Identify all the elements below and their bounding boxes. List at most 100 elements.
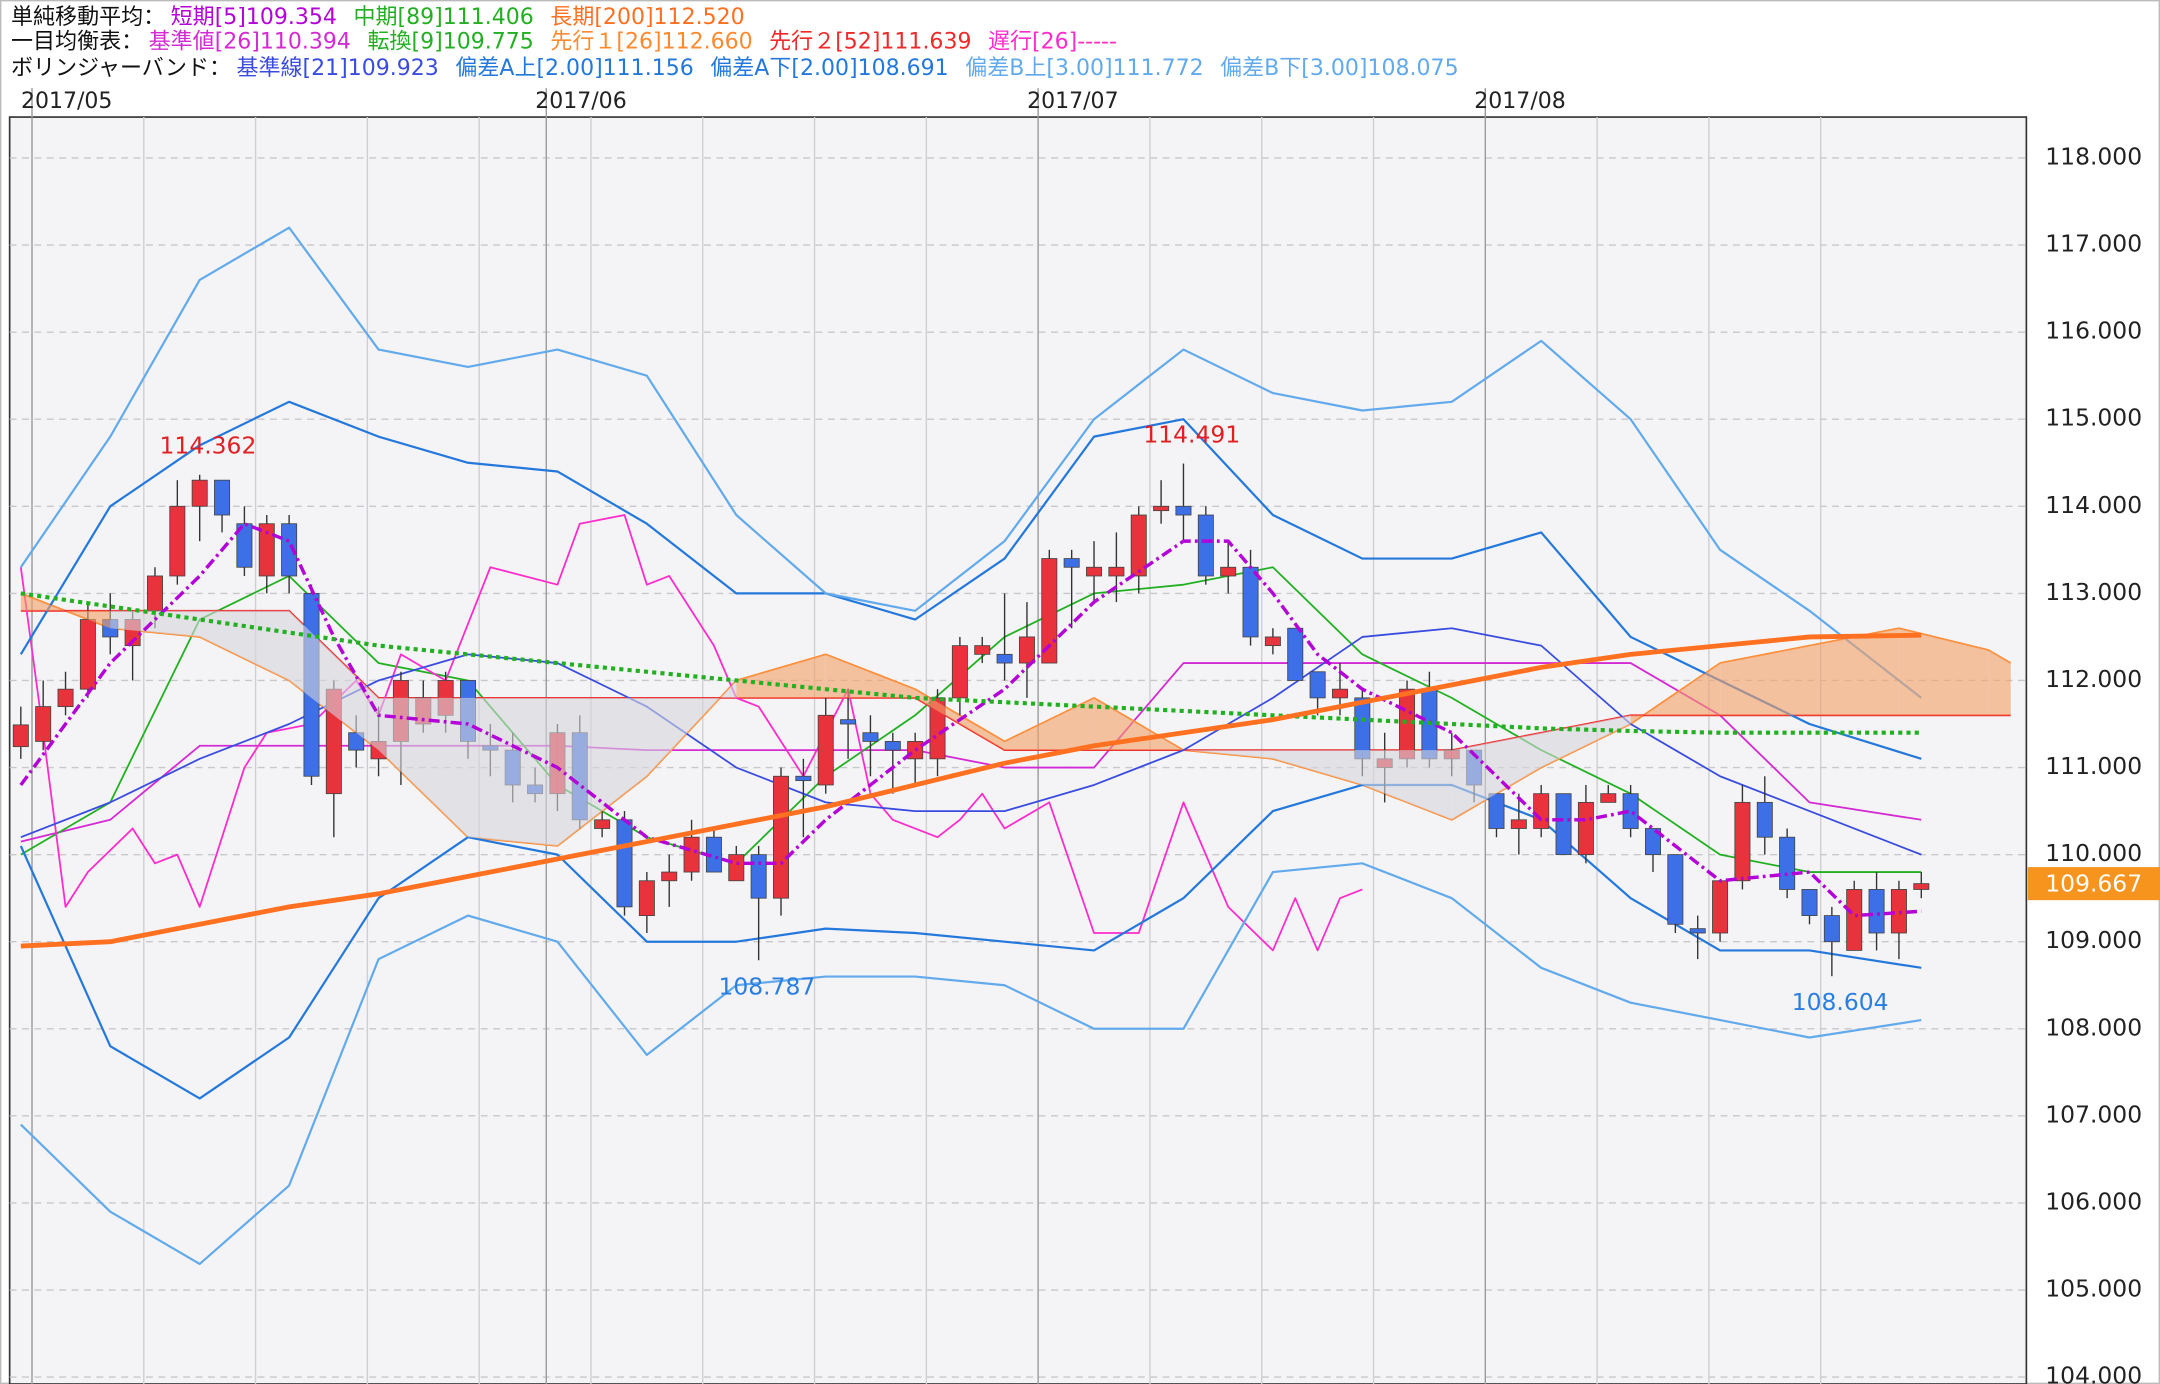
candle-body: [840, 719, 857, 725]
y-tick-label: 105.000: [2045, 1275, 2142, 1303]
x-tick-label: 2017/07: [1027, 89, 1118, 114]
candle-body: [57, 688, 74, 708]
legend-entry: 先行１[26]112.660: [550, 30, 752, 55]
legend-group-label: 一目均衡表：: [11, 30, 143, 55]
cloud-segment: [1898, 628, 1989, 716]
moving-averages: [19, 521, 1922, 949]
candle-body: [750, 854, 767, 899]
x-tick-label: 2017/05: [21, 89, 112, 114]
cloud-segment: [1809, 628, 1899, 716]
legend-entry: 基準値[26]110.394: [149, 30, 351, 55]
cloud-segment: [1272, 750, 1363, 785]
candle-body: [1555, 793, 1572, 856]
y-tick-label: 111.000: [2045, 752, 2142, 780]
indicator-line: [19, 514, 1363, 952]
legend-entry: 先行２[52]111.639: [769, 30, 971, 55]
candle-body: [1354, 697, 1371, 760]
candle-body: [661, 871, 678, 882]
y-tick-label: 112.000: [2045, 665, 2142, 693]
candle-body: [1712, 880, 1729, 934]
candle-body: [1197, 514, 1214, 577]
candle-body: [638, 880, 655, 916]
candle-body: [1331, 688, 1348, 699]
candle-body: [1913, 883, 1930, 890]
candle-body: [884, 741, 901, 751]
legend-group-label: ボリンジャーバンド：: [11, 56, 231, 81]
last-price-label: 109.667: [2045, 870, 2142, 898]
price-annotation: 108.604: [1792, 988, 1889, 1016]
cloud-segment: [557, 697, 647, 846]
legend-entry: 短期[5]109.354: [171, 5, 337, 30]
candle-body: [1063, 558, 1080, 568]
last-price-box: [2027, 867, 2160, 901]
y-tick-label: 109.000: [2045, 926, 2142, 954]
legend-entry: 中期[89]111.406: [353, 5, 533, 30]
indicator-line: [20, 862, 1922, 1266]
cloud-segment: [646, 680, 737, 777]
candle-body: [1220, 566, 1237, 577]
y-tick-label: 117.000: [2045, 230, 2142, 258]
candle-body: [1801, 889, 1818, 916]
cloud-segment: [1004, 697, 1095, 751]
legend-entry: 偏差A下[2.00]108.691: [710, 56, 948, 81]
candle-body: [146, 575, 163, 612]
cloud-segment: [467, 697, 558, 846]
candle-body: [79, 619, 96, 690]
candle-body: [1846, 889, 1863, 951]
candle-body: [1108, 566, 1125, 577]
candle-body: [795, 775, 812, 782]
indicator-line: [19, 400, 1922, 760]
indicator-line: [19, 521, 1922, 918]
candle-body: [996, 653, 1013, 664]
y-tick-label: 104.000: [2045, 1362, 2142, 1384]
legend-entry: 偏差B上[3.00]111.772: [965, 56, 1203, 81]
y-tick-label: 116.000: [2045, 317, 2142, 345]
cloud-segment: [1094, 697, 1184, 751]
cloud-segment: [289, 610, 379, 751]
candle-body: [1577, 801, 1594, 856]
candle-body: [1488, 793, 1505, 829]
legend-entry: 偏差A上[2.00]111.156: [455, 56, 693, 81]
candle-body: [12, 724, 29, 748]
legend-entry: 転換[9]109.775: [367, 30, 533, 55]
candle-body: [1018, 636, 1035, 664]
candle-body: [1667, 854, 1684, 925]
cloud-segment: [1362, 750, 1452, 820]
cloud-segment: [1541, 715, 1631, 768]
candle-body: [1510, 819, 1527, 829]
candle-body: [1779, 836, 1796, 890]
y-tick-label: 118.000: [2045, 142, 2142, 170]
candle-body: [1041, 558, 1058, 664]
candle-body: [594, 819, 611, 829]
candle-body: [35, 706, 52, 742]
candle-body: [1645, 828, 1661, 856]
candle-body: [169, 505, 186, 577]
legend-entry: 基準線[21]109.923: [237, 56, 439, 81]
candle-body: [1264, 636, 1281, 647]
candle-body: [728, 854, 745, 882]
candle-body: [1734, 801, 1751, 882]
y-tick-label: 107.000: [2045, 1100, 2142, 1128]
candle-body: [974, 645, 991, 655]
y-tick-label: 108.000: [2045, 1013, 2142, 1041]
y-tick-label: 114.000: [2045, 491, 2142, 519]
candle-body: [1153, 505, 1170, 512]
candle-body: [191, 479, 208, 507]
candle-body: [214, 479, 231, 516]
candle-body: [1086, 566, 1103, 577]
price-annotation: 114.362: [160, 432, 257, 460]
candle-body: [258, 523, 275, 577]
candle-body: [616, 819, 633, 908]
x-tick-label: 2017/06: [535, 89, 626, 114]
legend-entry: 偏差B下[3.00]108.075: [1220, 56, 1458, 81]
candle-body: [817, 714, 834, 786]
candle-body: [1689, 928, 1706, 934]
candle-body: [1823, 915, 1840, 943]
candle-body: [951, 645, 968, 699]
candle-body: [1287, 627, 1304, 681]
candle-body: [683, 836, 700, 873]
cloud-segment: [1720, 645, 1810, 716]
x-tick-label: 2017/08: [1474, 89, 1565, 114]
